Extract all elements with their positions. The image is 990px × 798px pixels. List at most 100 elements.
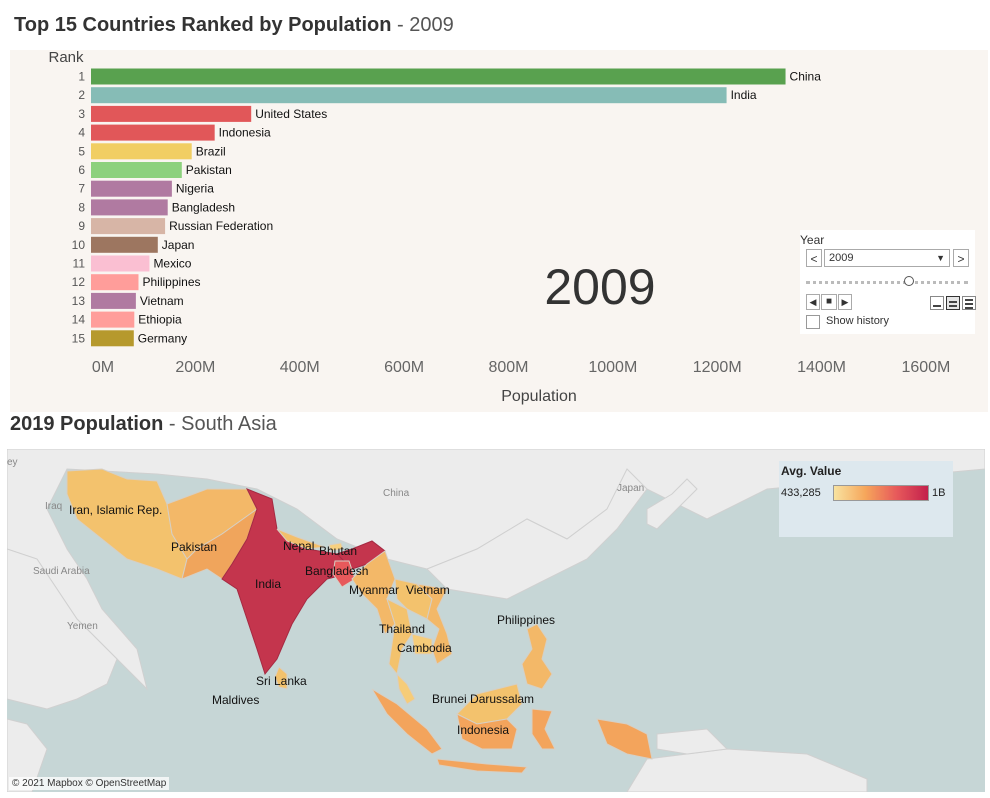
- rank-label: 1: [78, 70, 85, 84]
- chevron-down-icon: ▼: [936, 253, 945, 263]
- region-bangladesh[interactable]: [332, 560, 356, 588]
- next-year-button[interactable]: >: [953, 249, 969, 267]
- region-indonesia-sumatra[interactable]: [371, 688, 443, 755]
- map-title-sep: -: [163, 413, 182, 435]
- x-tick-label: 400M: [280, 359, 320, 376]
- prev-year-button[interactable]: <: [806, 249, 822, 267]
- land-arabia: [7, 548, 118, 710]
- bar-label: Japan: [162, 238, 195, 252]
- bar[interactable]: [91, 162, 182, 178]
- bar[interactable]: [91, 105, 252, 122]
- speed-medium-icon[interactable]: [946, 296, 960, 310]
- basemap-label: ey: [7, 457, 18, 468]
- country-label: Nepal: [283, 539, 314, 553]
- region-indonesia-kalimantan[interactable]: [456, 713, 518, 750]
- bar[interactable]: [91, 143, 192, 160]
- bar[interactable]: [91, 311, 135, 328]
- map-attribution[interactable]: © 2021 Mapbox © OpenStreetMap: [9, 777, 170, 790]
- bar[interactable]: [91, 124, 215, 141]
- country-label: Cambodia: [397, 641, 452, 655]
- region-iran[interactable]: [66, 468, 188, 580]
- bar-label: India: [731, 88, 757, 102]
- country-label: Myanmar: [349, 583, 399, 597]
- region-philippines[interactable]: [521, 623, 553, 690]
- bar-label: Ethiopia: [138, 313, 182, 327]
- year-control-label: Year: [800, 233, 825, 247]
- country-label: Philippines: [497, 613, 555, 627]
- bar-label: Mexico: [153, 257, 191, 271]
- land-africa: [7, 718, 48, 792]
- bar[interactable]: [91, 292, 136, 309]
- land-png: [656, 728, 729, 755]
- region-nepal[interactable]: [276, 528, 326, 550]
- region-malaysia[interactable]: [396, 672, 416, 705]
- basemap-label: Iraq: [45, 501, 62, 512]
- legend-min: 433,285: [781, 487, 821, 499]
- x-tick-label: 800M: [488, 359, 528, 376]
- step-back-button[interactable]: ◀: [806, 294, 820, 310]
- speed-fast-icon[interactable]: [962, 296, 976, 310]
- show-history-label: Show history: [826, 315, 889, 327]
- region-india[interactable]: [221, 488, 353, 676]
- bar[interactable]: [91, 87, 727, 104]
- bar[interactable]: [91, 330, 134, 347]
- bar[interactable]: [91, 274, 139, 291]
- region-indonesia-java[interactable]: [436, 758, 529, 774]
- bar-label: Nigeria: [176, 182, 214, 196]
- bar-chart: Rank 1 China 2 India 3 United States 4 Indonesia…: [48, 50, 950, 405]
- show-history-checkbox[interactable]: [806, 315, 820, 329]
- country-label: Iran, Islamic Rep.: [69, 503, 162, 517]
- rank-label: 11: [73, 257, 86, 271]
- chart-title-sep: -: [391, 14, 410, 36]
- region-myanmar[interactable]: [351, 550, 396, 635]
- speed-slow-icon[interactable]: [930, 296, 944, 310]
- country-label: Indonesia: [457, 723, 509, 737]
- bar[interactable]: [91, 236, 158, 253]
- bar[interactable]: [91, 68, 786, 85]
- region-cambodia[interactable]: [411, 633, 433, 655]
- rank-label: 9: [78, 219, 85, 233]
- year-select[interactable]: 2009 ▼: [824, 249, 950, 267]
- country-label: Vietnam: [406, 583, 450, 597]
- land-australia: [626, 748, 868, 792]
- legend-gradient: [833, 485, 929, 501]
- country-label: Brunei Darussalam: [432, 692, 534, 706]
- region-indonesia-papua[interactable]: [596, 718, 653, 760]
- year-control: Year < 2009 ▼ > ◀ ■ ▶ Show history: [800, 230, 976, 334]
- stop-button[interactable]: ■: [821, 294, 837, 310]
- country-label: Bhutan: [319, 544, 357, 558]
- bar-label: Brazil: [196, 144, 226, 158]
- land-east-china: [426, 468, 648, 600]
- bar[interactable]: [91, 199, 168, 216]
- bar-label: Germany: [138, 331, 187, 345]
- bar[interactable]: [91, 255, 150, 272]
- legend-max: 1B: [932, 487, 946, 499]
- region-sri-lanka[interactable]: [274, 666, 288, 690]
- year-slider-track[interactable]: [806, 281, 968, 284]
- region-vietnam[interactable]: [415, 583, 453, 665]
- bar-label: Vietnam: [140, 294, 184, 308]
- region-thailand[interactable]: [386, 598, 413, 676]
- year-select-value: 2009: [829, 252, 854, 264]
- country-label: Thailand: [379, 622, 425, 636]
- bar[interactable]: [91, 218, 166, 235]
- x-tick-label: 0M: [92, 359, 114, 376]
- bar-label: China: [790, 70, 822, 84]
- legend-title: Avg. Value: [781, 464, 842, 478]
- land-japan: [646, 478, 698, 530]
- region-bhutan[interactable]: [328, 542, 344, 552]
- basemap-label: Saudi Arabia: [33, 566, 90, 577]
- country-label: Pakistan: [171, 540, 217, 554]
- play-button[interactable]: ▶: [838, 294, 852, 310]
- x-tick-label: 1200M: [693, 359, 742, 376]
- bar[interactable]: [91, 180, 172, 197]
- country-label: Bangladesh: [305, 564, 368, 578]
- population-map[interactable]: ey Iraq Saudi Arabia Yemen China Japan Iran, I…: [7, 449, 985, 792]
- rank-label: 4: [78, 126, 85, 140]
- region-indonesia-sulawesi[interactable]: [531, 708, 556, 750]
- country-label: Maldives: [212, 693, 259, 707]
- bar-label: Philippines: [142, 275, 200, 289]
- year-slider-handle[interactable]: [904, 276, 915, 286]
- x-tick-label: 1400M: [797, 359, 846, 376]
- basemap-label: Yemen: [67, 621, 98, 632]
